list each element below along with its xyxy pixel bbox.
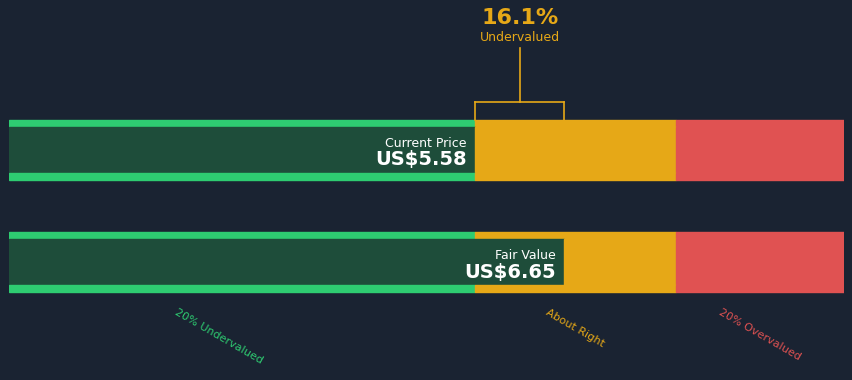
Text: About Right: About Right xyxy=(544,307,606,349)
Bar xyxy=(9,127,475,173)
Text: US$6.65: US$6.65 xyxy=(463,263,556,282)
Bar xyxy=(675,173,843,180)
Text: Current Price: Current Price xyxy=(384,137,466,150)
Text: US$5.58: US$5.58 xyxy=(375,150,466,169)
Bar xyxy=(9,173,475,180)
Bar xyxy=(475,232,675,239)
Text: 16.1%: 16.1% xyxy=(481,8,558,27)
Bar xyxy=(675,120,843,127)
Bar xyxy=(9,232,475,239)
Bar xyxy=(9,120,475,127)
Bar xyxy=(475,285,675,292)
Bar xyxy=(564,239,675,285)
Text: Undervalued: Undervalued xyxy=(479,32,559,44)
Bar xyxy=(9,239,564,285)
Bar xyxy=(675,285,843,292)
Bar xyxy=(475,127,675,173)
Bar xyxy=(475,173,675,180)
Bar xyxy=(675,232,843,239)
Text: 20% Overvalued: 20% Overvalued xyxy=(717,307,802,363)
Bar xyxy=(475,120,675,127)
Bar xyxy=(675,239,843,285)
Bar xyxy=(9,285,475,292)
Bar xyxy=(675,127,843,173)
Text: Fair Value: Fair Value xyxy=(495,249,556,262)
Text: 20% Undervalued: 20% Undervalued xyxy=(172,307,264,366)
